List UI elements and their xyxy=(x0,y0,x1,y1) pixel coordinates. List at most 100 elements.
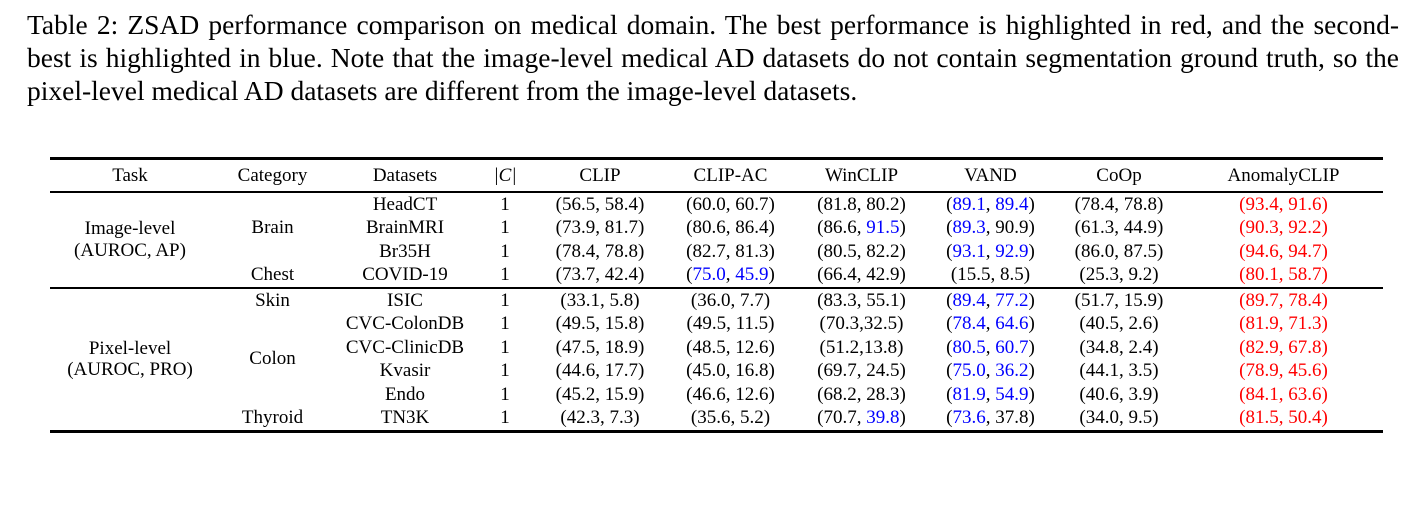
dataset-cell: TN3K xyxy=(380,407,430,428)
header-clip: CLIP xyxy=(579,165,621,186)
metric-cell: (69.7, 24.5) xyxy=(817,360,906,381)
table-row: Endo 1 (45.2, 15.9) (46.6, 12.6) (68.2, 28.3… xyxy=(50,383,1383,407)
header-winclip: WinCLIP xyxy=(824,165,899,186)
metric-cell: (78.4, 78.8) xyxy=(555,240,645,262)
metric-cell: (82.9, 67.8) xyxy=(1239,336,1328,358)
class-count-cell: 1 xyxy=(500,240,510,262)
dataset-cell: Br35H xyxy=(379,240,431,262)
table-row: CVC-ClinicDB 1 (47.5, 18.9) (48.5, 12.6) (51… xyxy=(50,336,1383,360)
metric-cell: (89.3, 90.9) xyxy=(946,217,1035,238)
metric-cell: (34.0, 9.5) xyxy=(1079,407,1159,428)
table-caption: Table 2: ZSAD performance comparison on … xyxy=(27,9,1399,106)
metric-cell: (93.4, 91.6) xyxy=(1239,193,1328,215)
metric-cell: (68.2, 28.3) xyxy=(817,383,906,405)
metric-cell: (81.9, 71.3) xyxy=(1239,313,1328,334)
metric-cell: (80.5, 82.2) xyxy=(817,240,906,262)
table-row: Pixel-level (AUROC, PRO) Skin ISIC 1 (33.1, 5… xyxy=(50,288,1383,381)
metric-cell: (25.3, 9.2) xyxy=(1079,264,1159,285)
table-row: Colon CVC-ColonDB 1 (49.5, 15.8) (49.5, 11.5… xyxy=(50,312,1383,369)
header-clip-ac: CLIP-AC xyxy=(693,165,768,186)
metric-cell: (81.5, 50.4) xyxy=(1239,407,1328,428)
metric-cell: (73.7, 42.4) xyxy=(555,264,645,285)
metric-cell: (15.5, 8.5) xyxy=(950,264,1031,285)
metric-cell: (90.3, 92.2) xyxy=(1239,217,1328,238)
metric-cell: (60.0, 60.7) xyxy=(686,193,775,215)
task-cell: Pixel-level (AUROC, PRO) xyxy=(67,337,193,381)
metric-cell: (89.7, 78.4) xyxy=(1239,289,1328,311)
metric-cell: (94.6, 94.7) xyxy=(1239,240,1328,262)
metric-cell: (42.3, 7.3) xyxy=(560,407,640,428)
metric-cell: (56.5, 58.4) xyxy=(555,193,645,215)
metric-cell: (81.8, 80.2) xyxy=(817,193,906,215)
metric-cell: (82.7, 81.3) xyxy=(686,240,775,262)
class-count-cell: 1 xyxy=(500,336,510,358)
metric-cell: (49.5, 11.5) xyxy=(686,313,775,334)
metric-cell: (78.4, 64.6) xyxy=(946,313,1035,334)
category-cell: Skin xyxy=(255,289,290,311)
metric-cell: (89.1, 89.4) xyxy=(946,193,1035,215)
dataset-cell: Endo xyxy=(384,383,426,405)
metric-cell: (75.0, 36.2) xyxy=(946,360,1035,381)
metric-cell: (44.6, 17.7) xyxy=(555,360,645,381)
metric-cell: (33.1, 5.8) xyxy=(560,289,640,311)
metric-cell: (81.9, 54.9) xyxy=(946,383,1035,405)
dataset-cell: CVC-ColonDB xyxy=(345,313,465,334)
table-row: Br35H 1 (78.4, 78.8) (82.7, 81.3) (80.5, 82.… xyxy=(50,240,1383,264)
task-group: Pixel-level (AUROC, PRO) Skin ISIC 1 (33.1, 5… xyxy=(50,287,1383,432)
dataset-cell: COVID-19 xyxy=(362,264,448,285)
class-count-cell: 1 xyxy=(500,407,510,428)
header-vand: VAND xyxy=(964,165,1017,186)
header-class-count: |C| xyxy=(493,165,517,186)
header-category: Category xyxy=(237,165,308,186)
category-cell: Thyroid xyxy=(241,407,304,428)
results-table: Task Category Datasets |C| CLIP CLIP-AC … xyxy=(50,157,1383,433)
table-header: Task Category Datasets |C| CLIP CLIP-AC … xyxy=(50,159,1383,192)
metric-cell: (48.5, 12.6) xyxy=(686,336,775,358)
metric-cell: (73.6, 37.8) xyxy=(946,407,1035,428)
category-cell: Colon xyxy=(249,348,296,370)
metric-cell: (40.6, 3.9) xyxy=(1079,383,1159,405)
metric-cell: (40.5, 2.6) xyxy=(1079,313,1159,334)
header-anomalyclip: AnomalyCLIP xyxy=(1227,165,1340,186)
class-count-cell: 1 xyxy=(500,289,510,311)
dataset-cell: CVC-ClinicDB xyxy=(345,336,465,358)
metric-cell: (73.9, 81.7) xyxy=(555,217,645,238)
metric-cell: (80.5, 60.7) xyxy=(946,336,1035,358)
dataset-cell: HeadCT xyxy=(372,193,438,215)
task-cell: Image-level (AUROC, AP) xyxy=(74,218,186,261)
metric-cell: (80.6, 86.4) xyxy=(686,217,775,238)
metric-cell: (45.0, 16.8) xyxy=(686,360,775,381)
header-row: Task Category Datasets |C| CLIP CLIP-AC … xyxy=(50,159,1383,192)
class-count-cell: 1 xyxy=(500,264,510,285)
metric-cell: (86.0, 87.5) xyxy=(1074,240,1164,262)
class-count-cell: 1 xyxy=(500,193,510,215)
metric-cell: (70.7, 39.8) xyxy=(817,407,906,428)
metric-cell: (80.1, 58.7) xyxy=(1239,264,1328,285)
metric-cell: (34.8, 2.4) xyxy=(1079,336,1159,358)
metric-cell: (51.2,13.8) xyxy=(819,336,904,358)
table-row: Chest COVID-19 1 (73.7, 42.4) (75.0, 45.9) (6… xyxy=(50,263,1383,288)
metric-cell: (35.6, 5.2) xyxy=(690,407,771,428)
metric-cell: (78.9, 45.6) xyxy=(1239,360,1328,381)
metric-cell: (47.5, 18.9) xyxy=(555,336,645,358)
metric-cell: (46.6, 12.6) xyxy=(686,383,775,405)
header-datasets: Datasets xyxy=(372,165,438,186)
class-count-cell: 1 xyxy=(500,217,510,238)
metric-cell: (75.0, 45.9) xyxy=(686,264,775,285)
header-coop: CoOp xyxy=(1096,165,1142,186)
header-task: Task xyxy=(112,165,148,186)
class-count-cell: 1 xyxy=(500,360,510,381)
metric-cell: (61.3, 44.9) xyxy=(1074,217,1164,238)
class-count-cell: 1 xyxy=(500,313,510,334)
category-cell: Chest xyxy=(250,264,295,285)
metric-cell: (45.2, 15.9) xyxy=(555,383,645,405)
metric-cell: (66.4, 42.9) xyxy=(817,264,906,285)
table-row: Kvasir 1 (44.6, 17.7) (45.0, 16.8) (69.7, 24… xyxy=(50,359,1383,383)
class-count-cell: 1 xyxy=(500,383,510,405)
metric-cell: (86.6, 91.5) xyxy=(817,217,906,238)
metric-cell: (93.1, 92.9) xyxy=(946,240,1035,262)
table-row: BrainMRI 1 (73.9, 81.7) (80.6, 86.4) (86.6, … xyxy=(50,216,1383,240)
metric-cell: (49.5, 15.8) xyxy=(555,313,645,334)
dataset-cell: ISIC xyxy=(387,289,423,311)
table-row: Thyroid TN3K 1 (42.3, 7.3) (35.6, 5.2) (70.7,… xyxy=(50,406,1383,431)
